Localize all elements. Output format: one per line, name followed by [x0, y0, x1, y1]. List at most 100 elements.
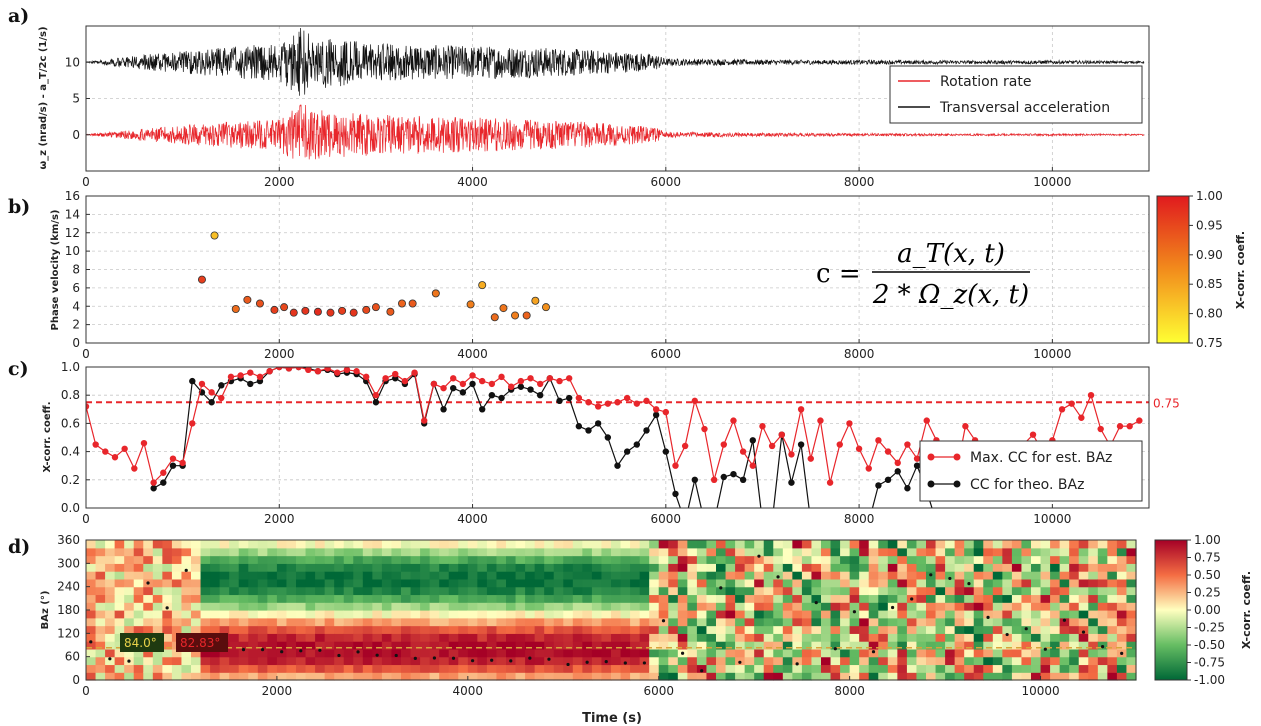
heatmap-cell — [840, 578, 851, 588]
heatmap-cell — [1021, 602, 1032, 611]
heatmap-cell — [276, 641, 288, 650]
theo-cc-point — [517, 383, 525, 390]
heatmap-cell — [544, 656, 555, 666]
max-baz-marker — [299, 649, 303, 653]
colorbar-b: 1.000.950.900.850.800.75 X-corr. coeff. — [1156, 189, 1247, 350]
heatmap-cell — [105, 563, 116, 572]
heatmap-cell — [964, 540, 975, 549]
heatmap-cell — [849, 602, 860, 611]
heatmap-cell — [515, 594, 526, 603]
heatmap-cell — [219, 586, 230, 596]
heatmap-cell — [248, 563, 259, 572]
heatmap-cell — [878, 602, 889, 611]
max-baz-marker — [413, 656, 417, 660]
heatmap-cell — [906, 664, 918, 673]
heatmap-cell — [677, 547, 688, 557]
heatmap-cell — [1002, 633, 1013, 642]
max-cc-point — [392, 370, 399, 378]
heatmap-cell — [830, 555, 841, 564]
heatmap-cell — [840, 672, 851, 681]
heatmap-cell — [296, 672, 307, 681]
heatmap-cell — [687, 547, 698, 557]
heatmap-cell — [248, 547, 259, 557]
heatmap-cell — [372, 540, 383, 549]
heatmap-cell — [1040, 672, 1051, 681]
heatmap-cell — [1031, 578, 1042, 588]
heatmap-cell — [86, 555, 97, 564]
heatmap-cell — [200, 540, 211, 549]
heatmap-cell — [926, 578, 937, 588]
heatmap-cell — [563, 563, 574, 572]
heatmap-cell — [830, 586, 841, 596]
heatmap-cell — [219, 602, 230, 611]
heatmap-cell — [191, 555, 202, 564]
heatmap-cell — [926, 641, 937, 650]
heatmap-cell — [630, 633, 641, 642]
heatmap-cell — [238, 664, 249, 673]
theo-cc-point — [884, 476, 892, 483]
heatmap-cell — [792, 555, 803, 564]
heatmap-cell — [630, 672, 641, 681]
heatmap-cell — [1088, 664, 1099, 673]
heatmap-cell — [458, 571, 469, 580]
heatmap-cell — [1107, 633, 1118, 642]
heatmap-cell — [1059, 617, 1070, 627]
heatmap-cell — [639, 648, 650, 658]
heatmap-cell — [401, 571, 412, 580]
heatmap-cell — [401, 617, 412, 627]
heatmap-cell — [553, 602, 564, 611]
heatmap-cell — [945, 610, 956, 619]
heatmap-cell — [964, 555, 975, 564]
heatmap-cell — [935, 540, 946, 549]
heatmap-cell — [821, 586, 832, 596]
heatmap-cell — [754, 586, 765, 596]
heatmap-cell — [401, 563, 412, 572]
heatmap-cell — [906, 586, 918, 596]
theo-cc-point — [450, 384, 457, 392]
heatmap-cell — [687, 633, 698, 642]
heatmap-cell — [238, 540, 249, 549]
heatmap-cell — [649, 610, 660, 619]
heatmap-cell — [706, 664, 717, 673]
heatmap-cell — [868, 563, 879, 572]
heatmap-cell — [362, 540, 373, 549]
heatmap-cell — [630, 547, 641, 557]
heatmap-cell — [353, 586, 364, 596]
heatmap-cell — [267, 540, 278, 549]
velocity-point — [301, 306, 310, 315]
heatmap-cell — [926, 664, 937, 673]
heatmap-cell — [286, 555, 297, 564]
heatmap-cell — [725, 602, 736, 611]
heatmap-cell — [1097, 664, 1108, 673]
heatmap-cell — [754, 571, 765, 580]
heatmap-cell — [630, 664, 641, 673]
heatmap-cell — [86, 594, 97, 603]
heatmap-cell — [563, 578, 574, 588]
heatmap-cell — [448, 641, 459, 650]
heatmap-cell — [143, 563, 154, 572]
heatmap-cell — [906, 633, 918, 642]
heatmap-cell — [315, 625, 326, 634]
heatmap-cell — [782, 672, 793, 681]
heatmap-cell — [763, 625, 774, 634]
heatmap-cell — [878, 610, 889, 619]
heatmap-cell — [305, 610, 316, 619]
heatmap-cell — [448, 563, 459, 572]
heatmap-cell — [668, 648, 679, 658]
heatmap-cell — [496, 563, 507, 572]
heatmap-cell — [296, 648, 307, 658]
heatmap-cell — [964, 610, 975, 619]
heatmap-cell — [868, 633, 879, 642]
heatmap-cell — [811, 547, 822, 557]
heatmap-cell — [887, 578, 898, 588]
velocity-point — [231, 305, 240, 314]
heatmap-cell — [162, 633, 173, 642]
theo-cc-point — [160, 479, 167, 486]
heatmap-cell — [296, 610, 307, 619]
heatmap-cell — [620, 672, 631, 681]
heatmap-cell — [420, 547, 431, 557]
heatmap-cell — [343, 672, 354, 681]
heatmap-cell — [859, 672, 870, 681]
x-tick-label: 10000 — [1021, 684, 1059, 698]
heatmap-cell — [992, 672, 1003, 681]
